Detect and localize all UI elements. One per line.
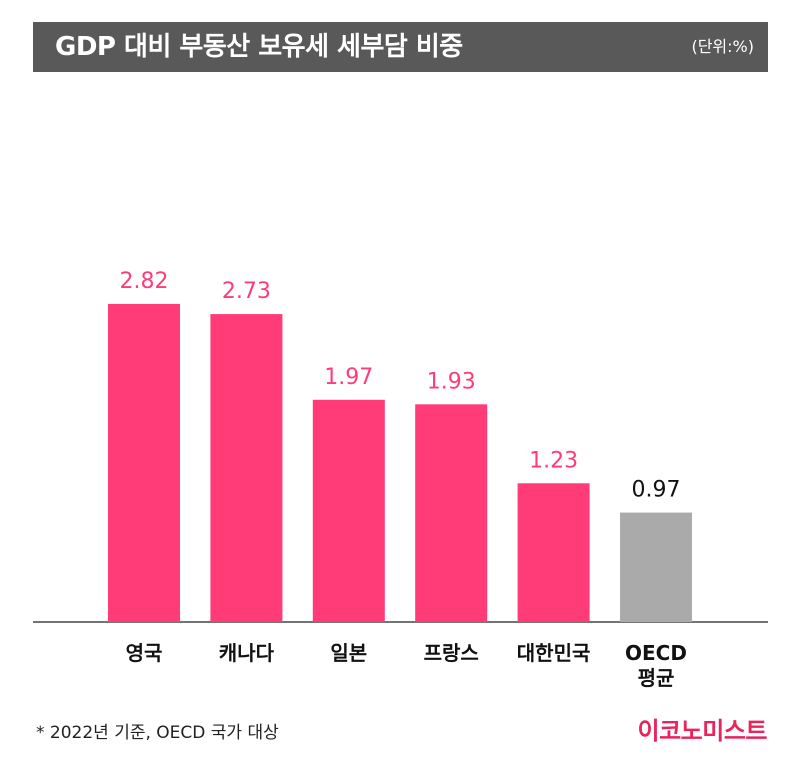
x-tick-label: 영국	[126, 641, 163, 665]
unit-label: (단위:%)	[691, 37, 754, 56]
bar	[517, 483, 590, 622]
bar	[620, 512, 692, 622]
x-tick-label: 캐나다	[219, 641, 275, 665]
title-bar: GDP 대비 부동산 보유세 세부담 비중 (단위:%)	[33, 22, 768, 72]
data-label: 1.23	[529, 448, 578, 473]
data-label: 1.97	[324, 365, 373, 390]
chart-title: GDP 대비 부동산 보유세 세부담 비중	[55, 32, 463, 62]
x-tick-label: 대한민국	[517, 641, 591, 665]
data-label: 1.93	[427, 369, 476, 394]
x-tick-label: OECD	[625, 641, 687, 665]
data-label: 0.97	[632, 478, 681, 503]
bar	[108, 303, 180, 622]
data-label: 2.82	[120, 269, 169, 294]
bar	[415, 404, 488, 622]
bar	[312, 399, 385, 622]
x-tick-label: 일본	[330, 641, 367, 665]
data-label: 2.73	[222, 279, 271, 304]
brand-logo: 이코노미스트	[637, 717, 768, 745]
footnote: * 2022년 기준, OECD 국가 대상	[36, 723, 279, 743]
bar	[210, 314, 283, 622]
x-tick-label: 프랑스	[424, 641, 479, 665]
x-tick-label: 평균	[638, 666, 675, 690]
